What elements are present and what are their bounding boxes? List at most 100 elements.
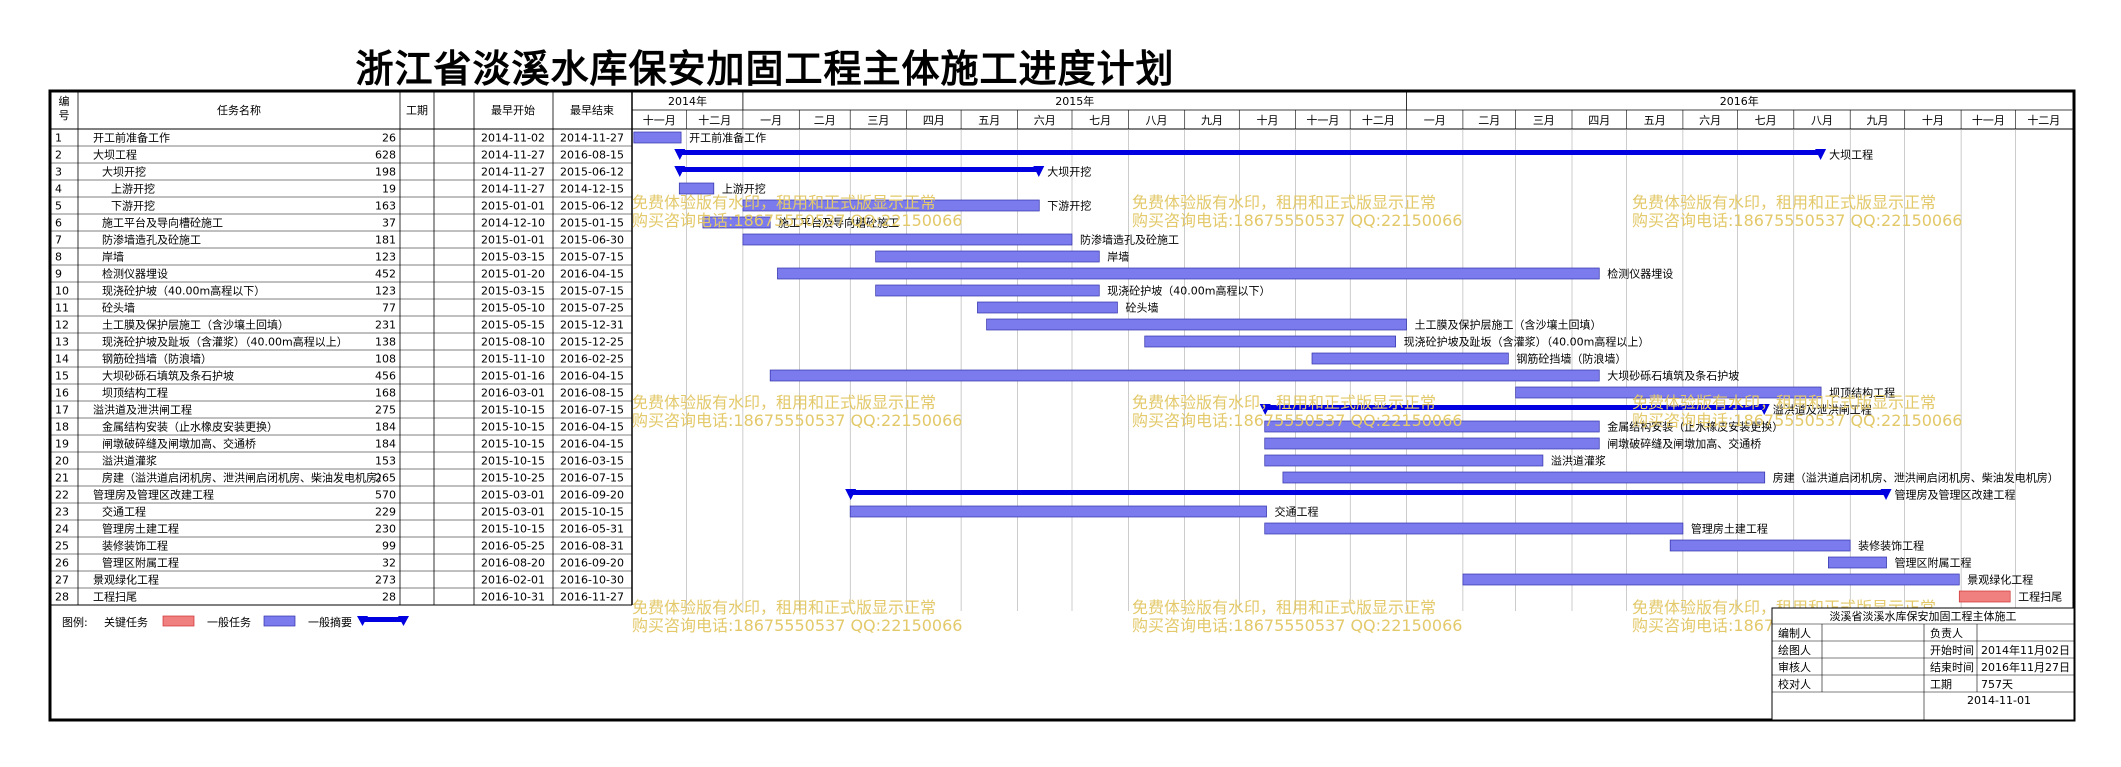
watermark-line2: 购买咨询电话:18675550537 QQ:22150066 (632, 411, 962, 430)
info-box (1771, 607, 2075, 721)
watermark-line1: 免费体验版有水印，租用和正式版显示正常 (1632, 393, 1936, 412)
bar-label: 管理区附属工程 (1895, 556, 1972, 570)
task-bar (1828, 556, 1887, 569)
task-start: 2015-01-20 (481, 268, 545, 281)
task-bar (702, 216, 771, 229)
task-end: 2015-06-12 (560, 166, 624, 179)
task-duration: 184 (375, 421, 396, 434)
month-label: 三月 (1533, 114, 1555, 127)
task-end: 2016-09-20 (560, 557, 624, 570)
bar-label: 工程扫尾 (2018, 591, 2062, 604)
task-end: 2014-11-27 (560, 132, 624, 145)
task-start: 2015-10-25 (481, 472, 545, 485)
info-label: 开始时间 (1930, 643, 1974, 657)
watermark-line1: 免费体验版有水印，租用和正式版显示正常 (632, 598, 936, 617)
task-end: 2015-07-25 (560, 302, 624, 315)
month-label: 五月 (1644, 114, 1666, 127)
task-name: 岸墙 (102, 250, 124, 264)
month-label: 十一月 (643, 113, 676, 127)
task-start: 2015-10-15 (481, 438, 545, 451)
task-id: 24 (55, 523, 69, 536)
task-id: 20 (55, 455, 69, 468)
month-label: 三月 (867, 114, 889, 127)
info-label: 结束时间 (1930, 661, 1974, 674)
task-id: 1 (55, 132, 62, 145)
task-start: 2015-05-15 (481, 319, 545, 332)
task-bar (875, 284, 1100, 297)
task-bar (1462, 573, 1960, 586)
task-end: 2015-10-15 (560, 506, 624, 519)
task-bar (742, 233, 1073, 246)
summary-end-marker (1815, 149, 1827, 160)
task-bar (1264, 420, 1600, 433)
task-name: 上游开挖 (111, 182, 155, 196)
task-bar (986, 318, 1407, 331)
task-name: 闸墩破碎缝及闸墩加高、交通桥 (102, 437, 256, 451)
watermark-line2: 购买咨询电话:18675550537 QQ:22150066 (632, 211, 962, 230)
task-bar (875, 250, 1100, 263)
task-id: 10 (55, 285, 69, 298)
task-start: 2015-03-15 (481, 285, 545, 298)
task-name: 土工膜及保护层施工（含沙壤土回填） (102, 318, 289, 332)
month-label: 十月 (1922, 113, 1944, 127)
watermark-line2: 购买咨询电话:18675550537 QQ:22150066 (1632, 411, 1962, 430)
task-duration: 153 (375, 455, 396, 468)
summary-start-marker (674, 149, 686, 160)
bar-label: 砼头墙 (1125, 301, 1158, 315)
month-label: 八月 (1146, 114, 1168, 127)
task-duration: 229 (375, 506, 396, 519)
watermark-line2: 购买咨询电话:18675550537 QQ:22150066 (1132, 211, 1462, 230)
task-end: 2016-08-15 (560, 387, 624, 400)
bar-label: 土工膜及保护层施工（含沙壤土回填） (1415, 318, 1602, 332)
task-id: 23 (55, 506, 69, 519)
task-duration: 37 (382, 217, 396, 230)
info-label: 绘图人 (1778, 643, 1811, 657)
watermark-line1: 免费体验版有水印，租用和正式版显示正常 (1132, 598, 1436, 617)
task-name: 工程扫尾 (93, 591, 137, 604)
task-id: 25 (55, 540, 69, 553)
legend-normal-swatch (263, 615, 296, 627)
month-label: 十月 (1256, 113, 1278, 127)
month-label: 一月 (1424, 114, 1446, 127)
legend-summary-marker (398, 616, 409, 626)
task-end: 2015-07-15 (560, 251, 624, 264)
bar-label: 房建（溢洪道启闭机房、泄洪闸启闭机房、柴油发电机房） (1773, 471, 2059, 485)
task-name: 现浇砼护坡（40.00m高程以下） (102, 284, 265, 298)
task-duration: 26 (382, 132, 396, 145)
month-label: 四月 (923, 114, 945, 127)
task-end: 2015-12-31 (560, 319, 624, 332)
summary-bar (679, 167, 1040, 172)
task-duration: 230 (375, 523, 396, 536)
task-duration: 168 (375, 387, 396, 400)
task-end: 2016-02-25 (560, 353, 624, 366)
legend-critical-label: 关键任务 (104, 615, 148, 629)
legend-summary-swatch (362, 617, 404, 622)
task-id: 4 (55, 183, 62, 196)
info-value: 2014年11月02日 (1981, 643, 2070, 657)
task-id: 21 (55, 472, 69, 485)
bar-label: 装修装饰工程 (1858, 539, 1924, 553)
bar-label: 大坝砂砾石填筑及条石护坡 (1607, 369, 1739, 383)
bar-label: 下游开挖 (1047, 199, 1091, 213)
bar-label: 闸墩破碎缝及闸墩加高、交通桥 (1607, 437, 1761, 451)
task-end: 2016-08-15 (560, 149, 624, 162)
bar-label: 管理房及管理区改建工程 (1895, 488, 2016, 502)
task-duration: 198 (375, 166, 396, 179)
task-start: 2014-11-27 (481, 183, 545, 196)
task-end: 2016-10-30 (560, 574, 624, 587)
bar-label: 防渗墙造孔及砼施工 (1080, 233, 1179, 247)
task-start: 2014-11-27 (481, 149, 545, 162)
bar-label: 钢筋砼挡墙（防浪墙） (1516, 352, 1626, 366)
task-name: 现浇砼护坡及趾坂（含灌浆）（40.00m高程以上） (102, 335, 348, 349)
month-label: 七月 (1089, 114, 1111, 127)
month-label: 十一月 (1306, 113, 1339, 127)
task-bar (1144, 335, 1396, 348)
task-end: 2015-06-30 (560, 234, 624, 247)
task-end: 2016-04-15 (560, 268, 624, 281)
task-id: 14 (55, 353, 69, 366)
task-start: 2016-10-31 (481, 591, 545, 604)
critical-task-bar (1958, 590, 2011, 603)
task-name: 景观绿化工程 (93, 573, 159, 587)
task-bar (1282, 471, 1766, 484)
month-label: 五月 (978, 114, 1000, 127)
